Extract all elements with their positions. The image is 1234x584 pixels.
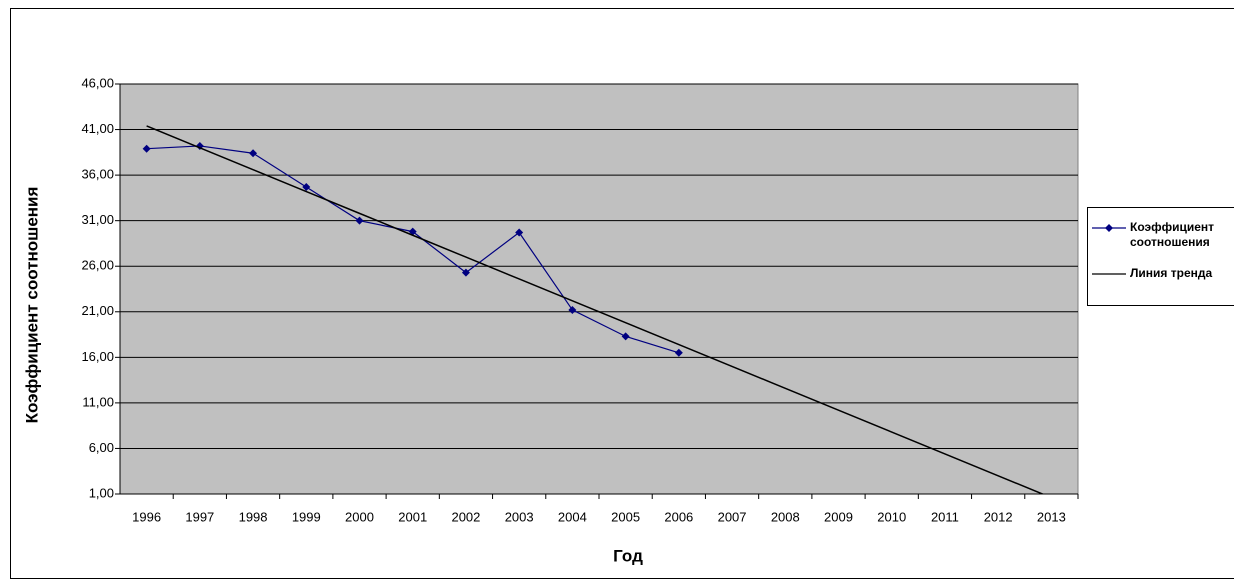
y-tick-label: 6,00 (89, 440, 114, 455)
x-tick-label: 2004 (558, 509, 587, 524)
x-tick-label: 1997 (185, 509, 214, 524)
plot-area (119, 83, 1079, 495)
plot-content (142, 125, 1045, 494)
marker (461, 268, 470, 277)
x-tick-label: 2001 (398, 509, 427, 524)
y-tick-label: 41,00 (81, 121, 114, 136)
marker (674, 348, 683, 357)
marker (355, 216, 364, 225)
x-tick-label: 1996 (132, 509, 161, 524)
y-axis-title: Коэффициент соотношения (22, 187, 41, 424)
legend-label: Коэффициент соотношения (1130, 220, 1214, 249)
x-tick-label: 2010 (877, 509, 906, 524)
y-tick-label: 36,00 (81, 167, 114, 182)
legend-marker (1105, 224, 1113, 232)
y-tick-label: 16,00 (81, 349, 114, 364)
marker (142, 144, 151, 153)
y-tick-label: 31,00 (81, 212, 114, 227)
x-tick-label: 1999 (292, 509, 321, 524)
line (146, 125, 1045, 494)
marker (249, 149, 258, 158)
x-tick-label: 2008 (771, 509, 800, 524)
legend-box (1087, 207, 1234, 306)
x-tick-label: 2006 (664, 509, 693, 524)
legend-label: Линия тренда (1130, 266, 1213, 280)
x-tick-label: 1998 (239, 509, 268, 524)
x-axis-title: Год (613, 546, 643, 565)
y-tick-label: 1,00 (89, 485, 114, 500)
x-tick-label: 2011 (931, 509, 959, 524)
x-tick-label: 2007 (718, 509, 747, 524)
marker (302, 182, 311, 191)
x-tick-label: 2003 (505, 509, 534, 524)
x-tick-label: 2012 (984, 509, 1013, 524)
marker (515, 228, 524, 237)
y-tick-label: 26,00 (81, 258, 114, 273)
marker (408, 227, 417, 236)
marker (568, 305, 577, 314)
x-tick-label: 2002 (451, 509, 480, 524)
marker (621, 332, 630, 341)
x-tick-label: 2009 (824, 509, 853, 524)
y-tick-label: 46,00 (81, 75, 114, 90)
x-tick-label: 2005 (611, 509, 640, 524)
x-tick-label: 2000 (345, 509, 374, 524)
x-tick-label: 2013 (1037, 509, 1066, 524)
y-tick-label: 11,00 (82, 394, 114, 409)
y-tick-label: 21,00 (81, 303, 114, 318)
